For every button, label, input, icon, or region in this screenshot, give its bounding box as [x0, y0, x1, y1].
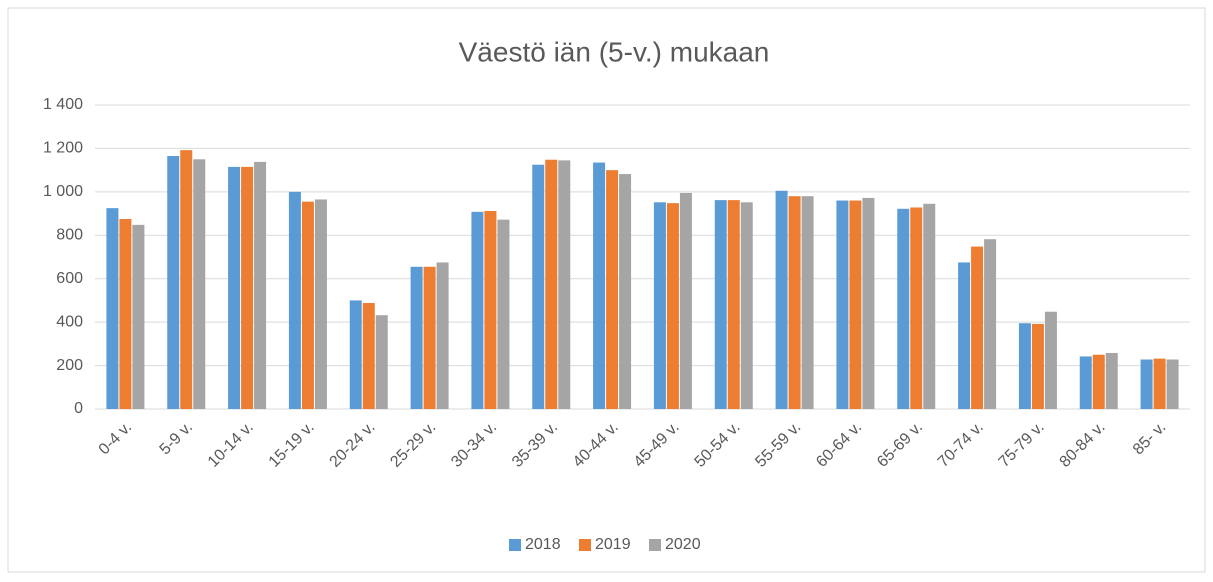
bar	[375, 315, 388, 409]
bar	[1166, 359, 1179, 409]
bar	[1031, 323, 1044, 409]
bar	[788, 196, 801, 409]
bar	[1079, 356, 1092, 409]
bar	[545, 159, 558, 409]
bar	[619, 174, 632, 409]
bar	[653, 202, 666, 409]
bar	[1018, 323, 1031, 409]
bar	[349, 300, 362, 409]
bar	[923, 203, 936, 409]
legend-label: 2020	[665, 536, 701, 553]
bar	[254, 161, 267, 409]
bar	[836, 200, 849, 409]
bar	[288, 191, 301, 409]
bar	[1140, 359, 1153, 409]
bar	[1153, 358, 1166, 409]
bar	[897, 208, 910, 409]
legend-swatch	[509, 539, 521, 551]
legend-swatch	[649, 539, 661, 551]
bar	[984, 239, 997, 409]
bar	[1105, 352, 1118, 409]
bar	[666, 203, 679, 409]
bar	[423, 266, 436, 409]
bar	[241, 166, 254, 409]
bar	[862, 197, 875, 409]
bar	[910, 207, 923, 409]
bar	[119, 219, 132, 409]
bar	[301, 201, 314, 409]
bar	[471, 211, 484, 409]
bar	[167, 156, 180, 409]
legend-label: 2019	[595, 536, 631, 553]
bar	[558, 160, 571, 409]
bar	[714, 200, 727, 409]
bar	[740, 202, 753, 409]
bar	[1092, 354, 1105, 409]
bar	[801, 196, 814, 409]
bar	[971, 246, 984, 409]
bar	[193, 159, 206, 409]
bar	[132, 224, 145, 409]
y-tick-label: 600	[56, 270, 83, 287]
bar	[228, 166, 241, 409]
legend-label: 2018	[525, 536, 561, 553]
bar	[679, 192, 692, 409]
y-tick-label: 400	[56, 313, 83, 330]
bar	[314, 199, 327, 409]
bar	[1044, 311, 1057, 409]
bar	[180, 150, 193, 409]
bar	[410, 266, 423, 409]
bar	[727, 200, 740, 409]
chart-title: Väestö iän (5-v.) mukaan	[459, 36, 770, 67]
y-tick-label: 800	[56, 227, 83, 244]
bar	[606, 170, 619, 409]
y-tick-label: 1 400	[43, 96, 83, 113]
y-tick-label: 1 200	[43, 140, 83, 157]
bar	[593, 162, 606, 409]
y-tick-label: 0	[74, 400, 83, 417]
legend-swatch	[579, 539, 591, 551]
bar	[849, 200, 862, 409]
y-tick-label: 1 000	[43, 183, 83, 200]
bar	[436, 262, 449, 409]
bar	[497, 219, 510, 409]
bar	[362, 303, 375, 409]
bar	[775, 190, 788, 409]
y-tick-label: 200	[56, 357, 83, 374]
bar	[484, 210, 497, 409]
bar	[532, 164, 545, 409]
bar	[106, 208, 119, 409]
bar	[958, 262, 971, 409]
